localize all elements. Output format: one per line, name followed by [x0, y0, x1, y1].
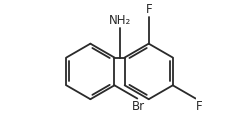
Text: Br: Br [131, 100, 144, 113]
Text: F: F [145, 3, 151, 16]
Text: NH₂: NH₂ [108, 14, 130, 27]
Text: F: F [196, 100, 202, 113]
